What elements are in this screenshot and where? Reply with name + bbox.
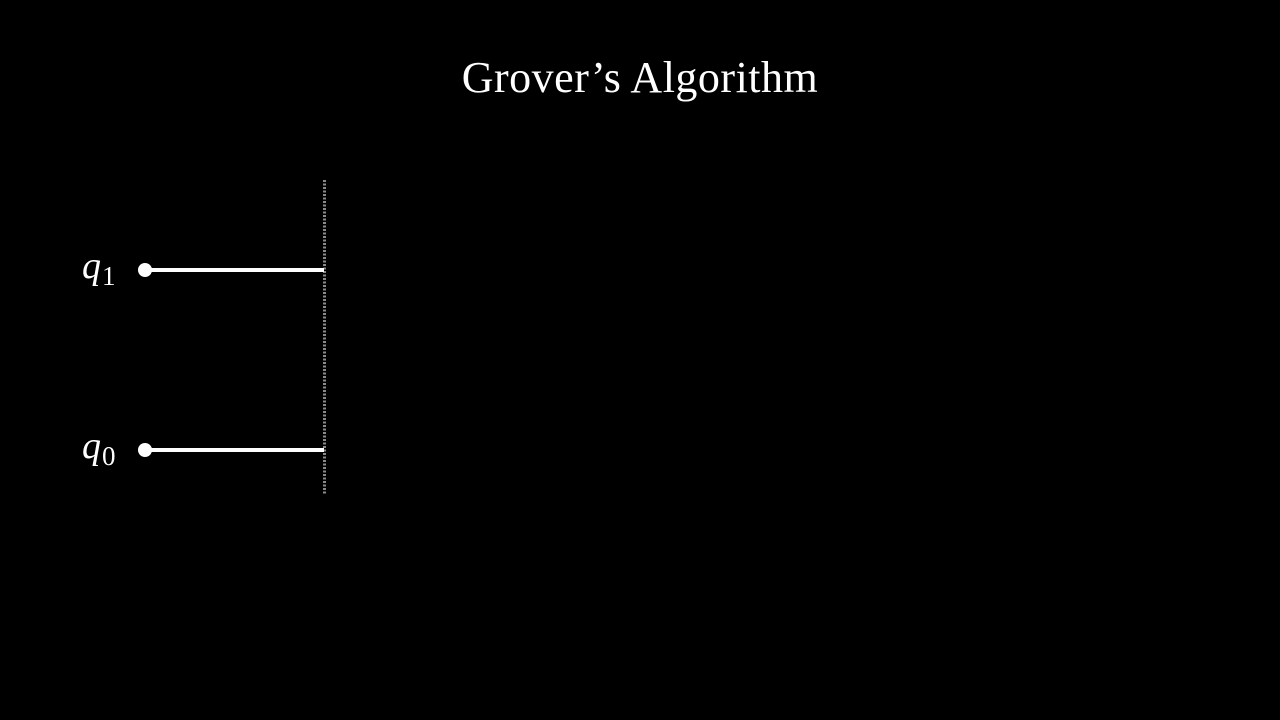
qubit-index: 0: [102, 441, 116, 471]
qubit-symbol: q: [82, 245, 101, 287]
page-title: Grover’s Algorithm: [461, 53, 819, 102]
qubit-symbol: q: [82, 425, 101, 467]
qubit-label-q1: q1: [82, 245, 116, 291]
qubit-wire-q0: q0: [82, 425, 324, 471]
qubit-wire-q1: q1: [82, 245, 324, 291]
qubit-index: 1: [102, 261, 116, 291]
qubit-label-q0: q0: [82, 425, 116, 471]
